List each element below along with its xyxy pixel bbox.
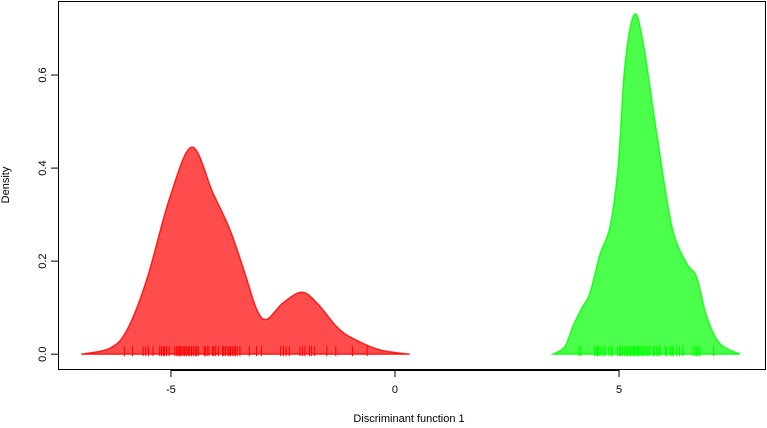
y-tick-label: 0.0 xyxy=(37,347,49,362)
density-curve-0 xyxy=(81,146,410,355)
x-tick-label: 5 xyxy=(616,384,622,396)
plot-marks xyxy=(81,13,741,357)
y-tick-label: 0.2 xyxy=(37,253,49,268)
x-tick-label: -5 xyxy=(166,384,176,396)
x-axis: -5 0 5 xyxy=(166,370,622,396)
y-tick-label: 0.4 xyxy=(37,160,49,175)
y-axis: 0.0 0.2 0.4 0.6 xyxy=(37,67,59,362)
x-axis-label: Discriminant function 1 xyxy=(353,413,464,423)
y-tick-label: 0.6 xyxy=(37,67,49,82)
y-axis-label: Density xyxy=(0,166,12,203)
x-tick-label: 0 xyxy=(392,384,398,396)
density-curve-1 xyxy=(550,13,741,355)
